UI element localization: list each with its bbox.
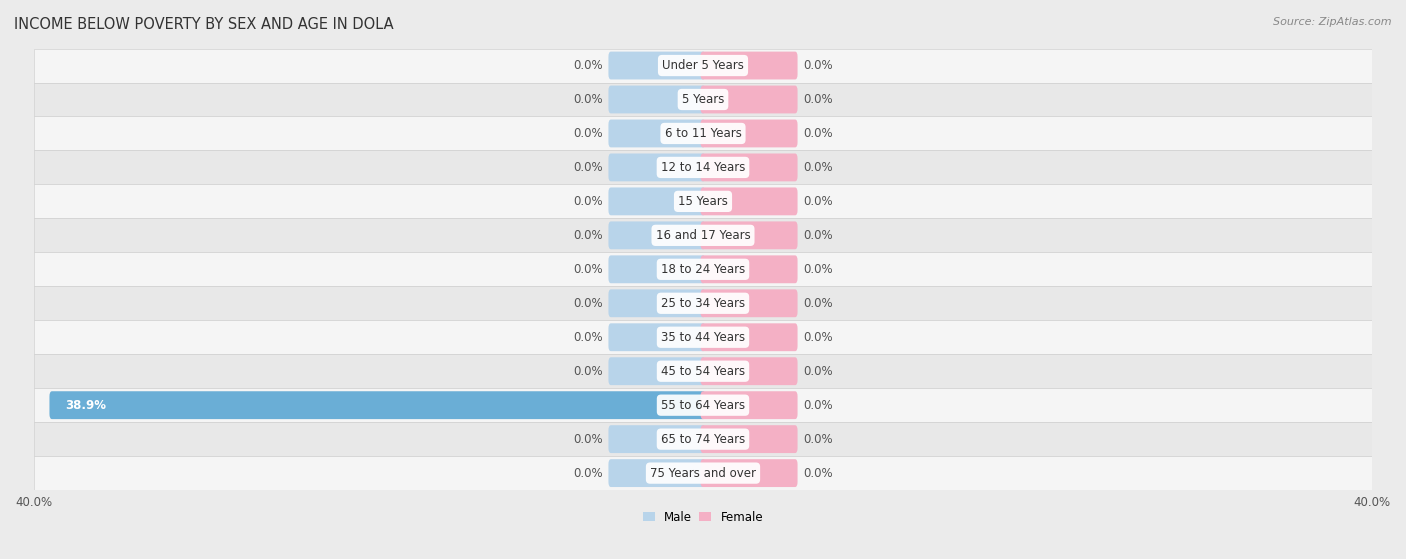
Text: 0.0%: 0.0% bbox=[803, 399, 832, 411]
FancyBboxPatch shape bbox=[609, 255, 706, 283]
FancyBboxPatch shape bbox=[700, 255, 797, 283]
FancyBboxPatch shape bbox=[609, 120, 706, 148]
Text: 65 to 74 Years: 65 to 74 Years bbox=[661, 433, 745, 446]
Bar bbox=[34, 422, 1372, 456]
FancyBboxPatch shape bbox=[700, 357, 797, 385]
FancyBboxPatch shape bbox=[700, 221, 797, 249]
Text: Under 5 Years: Under 5 Years bbox=[662, 59, 744, 72]
Text: 0.0%: 0.0% bbox=[574, 467, 603, 480]
Text: INCOME BELOW POVERTY BY SEX AND AGE IN DOLA: INCOME BELOW POVERTY BY SEX AND AGE IN D… bbox=[14, 17, 394, 32]
Text: 0.0%: 0.0% bbox=[574, 263, 603, 276]
FancyBboxPatch shape bbox=[700, 86, 797, 113]
FancyBboxPatch shape bbox=[609, 221, 706, 249]
Bar bbox=[34, 49, 1372, 83]
Text: 55 to 64 Years: 55 to 64 Years bbox=[661, 399, 745, 411]
FancyBboxPatch shape bbox=[700, 120, 797, 148]
Text: 0.0%: 0.0% bbox=[574, 229, 603, 242]
FancyBboxPatch shape bbox=[609, 425, 706, 453]
Text: 0.0%: 0.0% bbox=[574, 161, 603, 174]
Bar bbox=[34, 388, 1372, 422]
FancyBboxPatch shape bbox=[700, 290, 797, 317]
Text: 12 to 14 Years: 12 to 14 Years bbox=[661, 161, 745, 174]
Bar bbox=[34, 252, 1372, 286]
FancyBboxPatch shape bbox=[609, 323, 706, 351]
Bar bbox=[34, 320, 1372, 354]
Text: 16 and 17 Years: 16 and 17 Years bbox=[655, 229, 751, 242]
Text: 0.0%: 0.0% bbox=[803, 161, 832, 174]
FancyBboxPatch shape bbox=[700, 425, 797, 453]
Bar bbox=[34, 219, 1372, 252]
FancyBboxPatch shape bbox=[700, 323, 797, 351]
Text: 0.0%: 0.0% bbox=[574, 297, 603, 310]
Text: 75 Years and over: 75 Years and over bbox=[650, 467, 756, 480]
Text: Source: ZipAtlas.com: Source: ZipAtlas.com bbox=[1274, 17, 1392, 27]
FancyBboxPatch shape bbox=[609, 290, 706, 317]
Text: 0.0%: 0.0% bbox=[574, 433, 603, 446]
Text: 0.0%: 0.0% bbox=[574, 195, 603, 208]
Text: 0.0%: 0.0% bbox=[803, 127, 832, 140]
FancyBboxPatch shape bbox=[609, 357, 706, 385]
Text: 0.0%: 0.0% bbox=[574, 93, 603, 106]
Text: 5 Years: 5 Years bbox=[682, 93, 724, 106]
Text: 18 to 24 Years: 18 to 24 Years bbox=[661, 263, 745, 276]
Text: 0.0%: 0.0% bbox=[574, 331, 603, 344]
Bar bbox=[34, 286, 1372, 320]
Text: 0.0%: 0.0% bbox=[574, 59, 603, 72]
Text: 15 Years: 15 Years bbox=[678, 195, 728, 208]
FancyBboxPatch shape bbox=[49, 391, 706, 419]
Text: 6 to 11 Years: 6 to 11 Years bbox=[665, 127, 741, 140]
Bar bbox=[34, 150, 1372, 184]
FancyBboxPatch shape bbox=[609, 187, 706, 215]
FancyBboxPatch shape bbox=[609, 154, 706, 181]
Text: 0.0%: 0.0% bbox=[803, 93, 832, 106]
Bar bbox=[34, 456, 1372, 490]
Text: 0.0%: 0.0% bbox=[803, 229, 832, 242]
Text: 0.0%: 0.0% bbox=[574, 127, 603, 140]
FancyBboxPatch shape bbox=[700, 391, 797, 419]
FancyBboxPatch shape bbox=[609, 51, 706, 79]
Text: 25 to 34 Years: 25 to 34 Years bbox=[661, 297, 745, 310]
Text: 0.0%: 0.0% bbox=[803, 195, 832, 208]
Text: 0.0%: 0.0% bbox=[803, 263, 832, 276]
Text: 0.0%: 0.0% bbox=[803, 331, 832, 344]
FancyBboxPatch shape bbox=[700, 51, 797, 79]
FancyBboxPatch shape bbox=[700, 187, 797, 215]
Bar bbox=[34, 184, 1372, 219]
Text: 0.0%: 0.0% bbox=[574, 364, 603, 378]
FancyBboxPatch shape bbox=[609, 459, 706, 487]
Text: 0.0%: 0.0% bbox=[803, 467, 832, 480]
Text: 0.0%: 0.0% bbox=[803, 364, 832, 378]
FancyBboxPatch shape bbox=[700, 459, 797, 487]
Bar bbox=[34, 116, 1372, 150]
Legend: Male, Female: Male, Female bbox=[638, 506, 768, 528]
Text: 35 to 44 Years: 35 to 44 Years bbox=[661, 331, 745, 344]
FancyBboxPatch shape bbox=[609, 86, 706, 113]
Text: 38.9%: 38.9% bbox=[65, 399, 107, 411]
Text: 0.0%: 0.0% bbox=[803, 297, 832, 310]
Text: 45 to 54 Years: 45 to 54 Years bbox=[661, 364, 745, 378]
Text: 0.0%: 0.0% bbox=[803, 59, 832, 72]
Bar bbox=[34, 354, 1372, 388]
FancyBboxPatch shape bbox=[700, 154, 797, 181]
Text: 0.0%: 0.0% bbox=[803, 433, 832, 446]
Bar bbox=[34, 83, 1372, 116]
